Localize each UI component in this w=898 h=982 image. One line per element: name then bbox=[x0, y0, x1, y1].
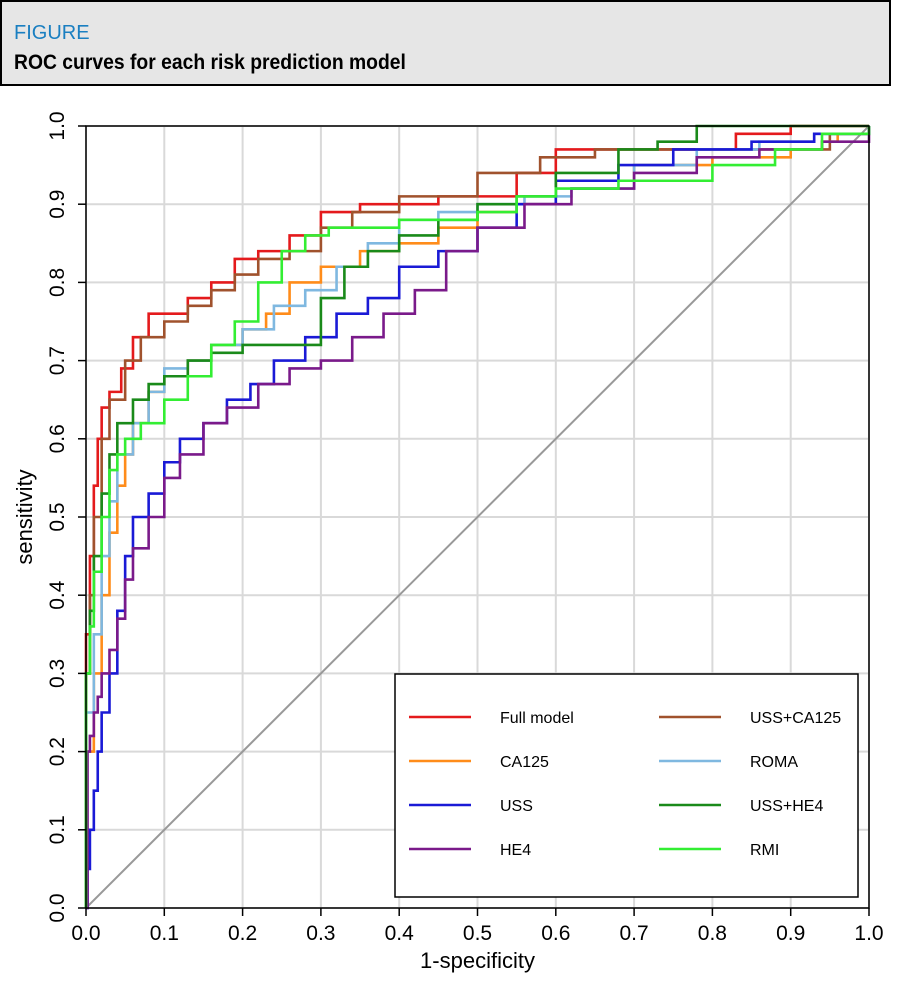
legend-label-4: USS bbox=[500, 798, 533, 815]
legend-label-0: Full model bbox=[500, 710, 574, 727]
y-axis-label: sensitivity bbox=[12, 469, 37, 564]
y-tick-label: 0.3 bbox=[46, 659, 69, 688]
y-axis-ticks: 0.0 0.1 0.2 0.3 0.4 0.5 0.6 0.7 0.8 0.9 1.0 bbox=[46, 111, 86, 923]
series-line-0 bbox=[84, 124, 869, 908]
series-line-7 bbox=[84, 126, 871, 908]
x-tick-label: 0.5 bbox=[463, 922, 492, 945]
x-axis-label: 1-specificity bbox=[420, 948, 535, 973]
x-tick-label: 0.6 bbox=[541, 922, 570, 945]
y-tick-label: 0.2 bbox=[46, 737, 69, 766]
y-tick-label: 0.8 bbox=[46, 268, 69, 297]
y-tick-label: 0.5 bbox=[46, 502, 69, 531]
y-tick-label: 0.6 bbox=[46, 424, 69, 453]
y-tick-label: 0.7 bbox=[46, 346, 69, 375]
x-tick-label: 0.4 bbox=[385, 922, 415, 945]
x-tick-label: 0.3 bbox=[306, 922, 335, 945]
series-line-3 bbox=[84, 126, 871, 908]
legend-label-2: CA125 bbox=[500, 754, 549, 771]
series-lines bbox=[84, 124, 871, 910]
x-tick-label: 0.7 bbox=[619, 922, 648, 945]
legend-label-5: USS+HE4 bbox=[750, 798, 823, 815]
y-tick-label: 0.9 bbox=[46, 190, 69, 219]
legend-label-7: RMI bbox=[750, 842, 779, 859]
x-tick-label: 0.9 bbox=[776, 922, 805, 945]
x-tick-label: 0.1 bbox=[150, 922, 179, 945]
x-tick-label: 0.0 bbox=[71, 922, 100, 945]
legend-label-1: USS+CA125 bbox=[750, 710, 841, 727]
y-tick-label: 0.4 bbox=[46, 580, 69, 610]
x-axis-ticks: 0.0 0.1 0.2 0.3 0.4 0.5 0.6 0.7 0.8 0.9 1.0 bbox=[71, 908, 884, 945]
x-tick-label: 1.0 bbox=[854, 922, 883, 945]
figure-header: FIGURE ROC curves for each risk predicti… bbox=[0, 0, 891, 86]
figure-title: ROC curves for each risk prediction mode… bbox=[14, 51, 406, 74]
y-tick-label: 1.0 bbox=[46, 111, 69, 140]
legend-label-3: ROMA bbox=[750, 754, 798, 771]
legend: Full model USS+CA125 CA125 ROMA USS USS+HE4 HE… bbox=[394, 673, 859, 898]
x-tick-label: 0.8 bbox=[698, 922, 727, 945]
y-tick-label: 0.0 bbox=[46, 893, 69, 922]
legend-box bbox=[394, 673, 859, 898]
y-tick-label: 0.1 bbox=[46, 815, 69, 844]
figure-kicker: FIGURE bbox=[14, 22, 90, 44]
series-line-4 bbox=[86, 126, 871, 910]
x-tick-label: 0.2 bbox=[228, 922, 257, 945]
legend-label-6: HE4 bbox=[500, 842, 531, 859]
reference-diagonal bbox=[85, 125, 870, 909]
roc-chart: 0.0 0.1 0.2 0.3 0.4 0.5 0.6 0.7 0.8 0.9 1.0 0.0 0.1… bbox=[12, 111, 884, 973]
series-line-1 bbox=[84, 126, 871, 908]
